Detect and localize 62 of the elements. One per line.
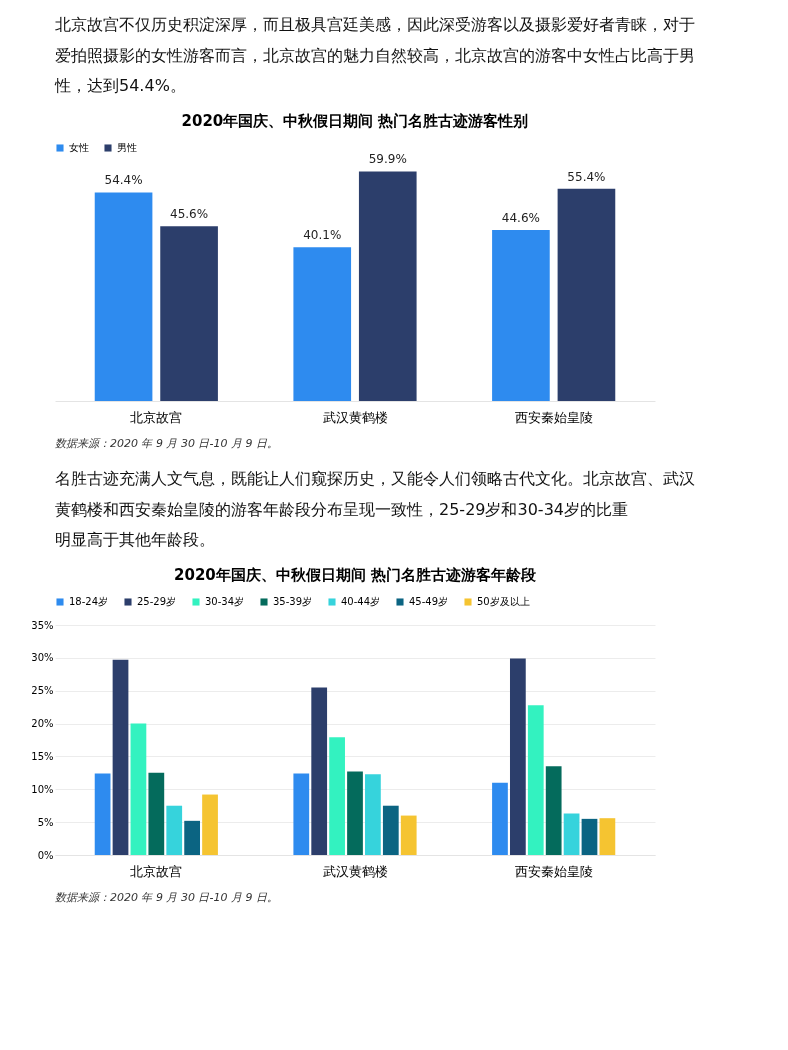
chart-title: 2020年国庆、中秋假日期间 热门名胜古迹游客年龄段	[174, 566, 537, 584]
legend-label: 50岁及以上	[477, 596, 530, 607]
bar	[509, 658, 526, 855]
bar	[293, 773, 310, 855]
bar	[557, 188, 616, 401]
data-label: 54.4%	[104, 173, 143, 188]
bar	[563, 813, 580, 855]
legend-label: 35-39岁	[273, 596, 313, 607]
data-label: 44.6%	[501, 211, 540, 226]
bar	[527, 705, 544, 855]
x-tick-label: 西安秦始皇陵	[514, 863, 593, 879]
bar	[365, 774, 381, 855]
bar	[166, 805, 183, 855]
y-tick-label: 5%	[37, 816, 54, 828]
bar	[148, 772, 165, 855]
bar	[202, 794, 218, 855]
bar	[347, 771, 363, 855]
bar	[400, 815, 417, 855]
x-tick-label: 西安秦始皇陵	[514, 409, 593, 425]
bar	[293, 247, 352, 401]
legend-label: 18-24岁	[69, 596, 109, 607]
x-tick-label: 武汉黄鹤楼	[322, 863, 388, 879]
chart-title: 2020年国庆、中秋假日期间 热门名胜古迹游客性别	[181, 112, 529, 130]
data-label: 59.9%	[368, 152, 407, 167]
y-tick-label: 30%	[31, 652, 54, 664]
x-tick-label: 北京故宫	[130, 409, 183, 425]
bar	[599, 818, 616, 855]
y-tick-label: 15%	[31, 750, 54, 762]
x-tick-label: 武汉黄鹤楼	[322, 409, 388, 425]
bar	[160, 226, 218, 401]
text: 北京故宫不仅历史积淀深厚，而且极具宫廷美感，因此深受游客以及摄影爱好者青睐，对于爱拍照摄影的女性游客而言，北京故宫的魅力自然较高，北京故宫的游客中女性占比高于男性，达到54.4%。	[54, 15, 695, 95]
legend-label: 40-44岁	[341, 596, 381, 607]
bar	[311, 687, 328, 855]
x-tick-label: 北京故宫	[130, 863, 183, 879]
bar	[581, 818, 598, 855]
y-tick-label: 35%	[31, 619, 54, 631]
y-tick-label: 10%	[31, 783, 54, 795]
bar	[112, 659, 129, 855]
bar	[492, 230, 550, 401]
legend-label: 45-49岁	[409, 596, 449, 607]
bar	[94, 773, 111, 855]
source-note: 数据来源：2020 年 9 月 30 日-10 月 9 日。	[55, 891, 278, 904]
text: 名胜古迹充满人文气息，既能让人们窥探历史，又能令人们领略古代文化。北京故宫、武汉黄鹤楼和西安秦始皇陵的游客年龄段分布呈现一致性，25-29岁和30-34岁的比重明显高于其他年龄段。	[55, 469, 695, 549]
legend-label: 男性	[117, 142, 137, 153]
source-note: 数据来源：2020 年 9 月 30 日-10 月 9 日。	[55, 437, 278, 450]
bar	[130, 723, 147, 855]
data-label: 40.1%	[303, 228, 342, 243]
y-tick-label: 20%	[31, 718, 54, 730]
bar	[492, 782, 508, 855]
data-label: 45.6%	[170, 207, 209, 222]
legend-label: 25-29岁	[137, 596, 177, 607]
legend-label: 30-34岁	[205, 596, 245, 607]
bar	[382, 805, 399, 855]
bar	[545, 766, 562, 855]
y-tick-label: 25%	[31, 685, 54, 697]
y-tick-label: 0%	[37, 849, 54, 861]
bar	[94, 192, 153, 401]
legend-label: 女性	[69, 142, 89, 153]
data-label: 55.4%	[567, 169, 606, 184]
bar	[184, 820, 201, 855]
bar	[358, 171, 417, 401]
bar	[329, 737, 345, 855]
